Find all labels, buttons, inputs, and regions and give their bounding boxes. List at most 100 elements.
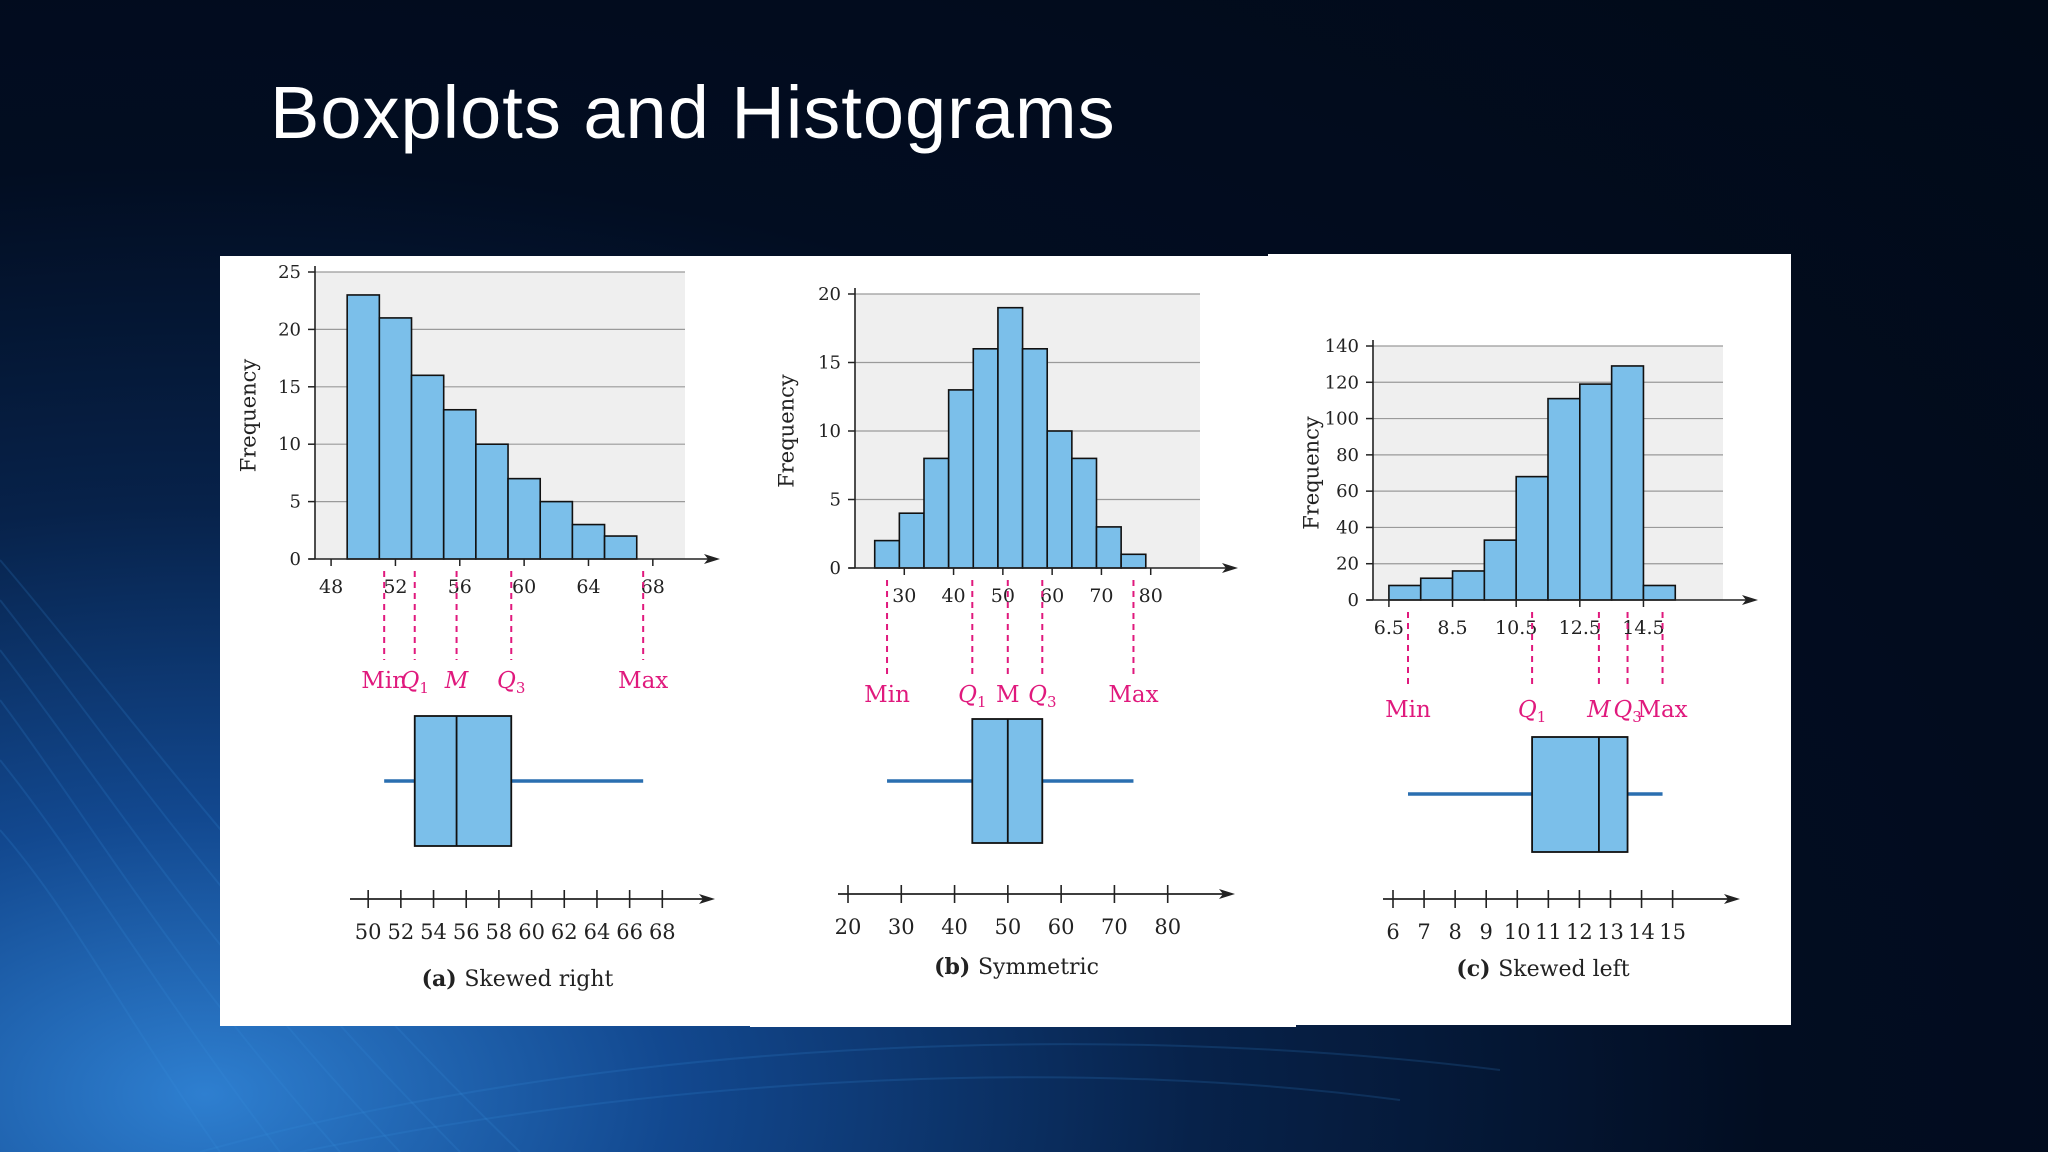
- chart-b-symmetric: 0 5 10 15 20 Frequency 30 40 50 60 70 80 Min Q1 M Q3 Max…: [775, 284, 1238, 980]
- marker-label: Q3: [1028, 682, 1056, 711]
- y-tick-label: 60: [1336, 481, 1359, 502]
- box-axis-arrow: [1219, 889, 1235, 899]
- histogram-bar: [539, 500, 574, 560]
- histogram-bar: [923, 457, 950, 569]
- box-axis-tick-label: 68: [649, 920, 676, 944]
- x-tick-label: 6.5: [1374, 617, 1404, 639]
- box-axis-tick-label: 6: [1386, 920, 1399, 944]
- marker-label: Max: [1108, 682, 1158, 708]
- y-tick-label: 100: [1325, 409, 1359, 430]
- histogram-bar: [410, 374, 445, 560]
- histogram-bar: [1610, 365, 1645, 601]
- box-axis-tick-label: 30: [888, 915, 915, 939]
- marker-label: Q1: [1518, 697, 1546, 726]
- chart-panel-a: 0 5 10 15 20 25 Frequency 48 52 56 60 64 68 Min Q1 M Q3 M…: [220, 256, 752, 1026]
- y-tick-label: 15: [818, 353, 841, 374]
- marker-label: Min: [1385, 697, 1431, 723]
- y-tick-label: 80: [1336, 445, 1359, 466]
- x-tick-label: 64: [576, 576, 600, 598]
- box-axis-tick-label: 80: [1154, 915, 1181, 939]
- box-axis-tick-label: 66: [616, 920, 643, 944]
- y-tick-label: 20: [278, 319, 301, 340]
- marker-label: Min: [864, 682, 910, 708]
- box-iqr: [413, 715, 513, 847]
- box-iqr: [1531, 736, 1629, 853]
- x-tick-label: 14.5: [1622, 617, 1664, 639]
- histogram-bar: [603, 535, 638, 560]
- histogram-bar: [1579, 383, 1613, 601]
- y-tick-label: 15: [278, 377, 301, 398]
- y-tick-label: 5: [290, 492, 301, 513]
- box-axis-tick-label: 50: [355, 920, 382, 944]
- x-axis-arrow: [1222, 563, 1238, 573]
- x-tick-label: 52: [383, 576, 407, 598]
- histogram-bar: [571, 523, 606, 560]
- marker-label: M: [444, 668, 470, 694]
- y-tick-label: 5: [830, 490, 841, 511]
- x-tick-label: 50: [991, 585, 1015, 607]
- marker-label: Q1: [958, 682, 986, 711]
- histogram-bar: [898, 512, 925, 569]
- histogram-bar: [442, 408, 477, 560]
- y-tick-label: 20: [1336, 554, 1359, 575]
- box-axis-tick-label: 40: [941, 915, 968, 939]
- chart-panel-b: 0 5 10 15 20 Frequency 30 40 50 60 70 80 Min Q1 M Q3 Max…: [750, 256, 1296, 1027]
- box-axis-tick-label: 50: [994, 915, 1021, 939]
- histogram-bar: [1419, 577, 1454, 601]
- histogram-bar: [1095, 526, 1122, 569]
- marker-label: Min: [361, 668, 407, 694]
- histogram-bar: [947, 389, 975, 569]
- chart-c-skewed-left: 0 20 40 60 80 100 120 140 Frequency 6.5 8.5 10.5 12.…: [1300, 336, 1758, 982]
- box-axis-tick-label: 9: [1480, 920, 1493, 944]
- box-axis-tick-label: 14: [1628, 920, 1655, 944]
- box-axis-tick-label: 11: [1535, 920, 1562, 944]
- x-tick-label: 40: [941, 585, 965, 607]
- x-tick-label: 56: [448, 576, 472, 598]
- y-tick-label: 10: [818, 421, 841, 442]
- y-tick-label: 20: [818, 284, 841, 305]
- box-axis-tick-label: 58: [486, 920, 513, 944]
- marker-label: Q3: [1613, 697, 1641, 726]
- y-tick-label: 10: [278, 434, 301, 455]
- histogram-bar: [1046, 430, 1073, 569]
- y-tick-label: 0: [830, 558, 841, 579]
- y-axis-label: Frequency: [775, 374, 799, 488]
- histogram-bar: [378, 317, 413, 560]
- marker-label: Max: [618, 668, 668, 694]
- x-tick-label: 8.5: [1437, 617, 1467, 639]
- chart-caption: (b) Symmetric: [934, 954, 1099, 980]
- histogram-bar: [873, 539, 901, 569]
- y-tick-label: 140: [1325, 336, 1359, 357]
- marker-label: M: [996, 682, 1020, 708]
- box-axis-tick-label: 56: [453, 920, 480, 944]
- x-tick-label: 60: [1040, 585, 1064, 607]
- box-axis-tick-label: 54: [420, 920, 447, 944]
- x-tick-label: 30: [892, 585, 916, 607]
- marker-label: Q3: [497, 668, 525, 697]
- histogram-bar: [1642, 584, 1677, 601]
- x-tick-label: 70: [1089, 585, 1113, 607]
- chart-caption: (c) Skewed left: [1456, 956, 1629, 982]
- x-tick-label: 80: [1139, 585, 1163, 607]
- x-axis-arrow: [704, 554, 720, 564]
- box-axis-tick-label: 8: [1448, 920, 1461, 944]
- histogram-bar: [1483, 539, 1517, 601]
- histogram-bar: [346, 294, 381, 560]
- box-axis-tick-label: 10: [1504, 920, 1531, 944]
- histogram-bar: [997, 306, 1024, 569]
- histogram-bar: [1388, 584, 1422, 601]
- y-tick-label: 25: [278, 262, 301, 283]
- box-axis-tick-label: 70: [1101, 915, 1128, 939]
- marker-label: Max: [1637, 697, 1687, 723]
- box-axis-tick-label: 60: [518, 920, 545, 944]
- box-axis-tick-label: 62: [551, 920, 578, 944]
- y-axis-label: Frequency: [1300, 416, 1324, 530]
- histogram-bar: [507, 477, 542, 560]
- chart-panel-c: 0 20 40 60 80 100 120 140 Frequency 6.5 8.5 10.5 12.…: [1268, 254, 1791, 1025]
- marker-label: Q1: [401, 668, 429, 697]
- x-tick-label: 12.5: [1559, 617, 1601, 639]
- box-axis-tick-label: 60: [1048, 915, 1075, 939]
- box-axis-tick-label: 15: [1659, 920, 1686, 944]
- histogram-bar: [1451, 570, 1486, 601]
